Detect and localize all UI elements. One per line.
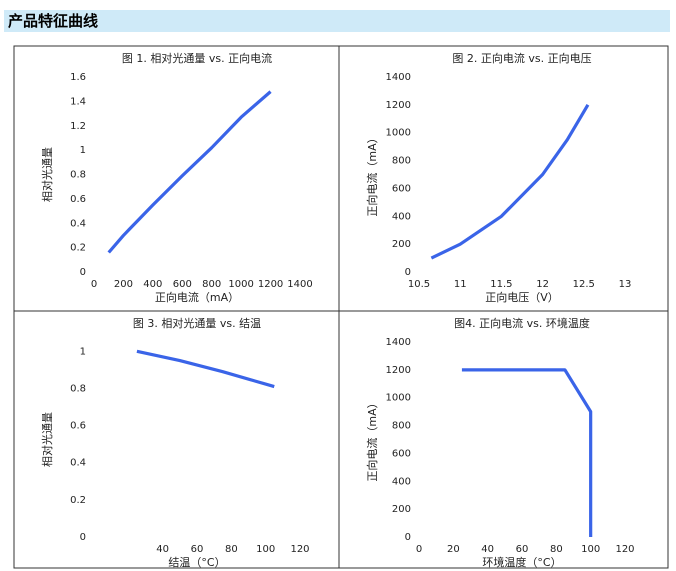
x-tick-label: 100 — [581, 544, 600, 555]
frame — [13, 45, 669, 569]
y-axis-label: 相对光通量 — [40, 147, 54, 202]
x-tick-label: 100 — [256, 544, 275, 555]
x-tick-label: 1000 — [228, 279, 253, 290]
x-axis-label: 正向电压（V） — [485, 290, 559, 304]
x-tick-label: 80 — [225, 544, 238, 555]
y-tick-label: 0 — [405, 532, 411, 543]
y-tick-label: 1200 — [386, 100, 411, 111]
x-tick-label: 12 — [536, 279, 549, 290]
x-tick-label: 200 — [114, 279, 133, 290]
x-tick-label: 11.5 — [490, 279, 512, 290]
x-tick-label: 600 — [173, 279, 192, 290]
x-tick-label: 80 — [550, 544, 563, 555]
y-tick-label: 1 — [80, 346, 86, 357]
x-tick-label: 40 — [481, 544, 494, 555]
y-tick-label: 0 — [80, 532, 86, 543]
x-tick-label: 60 — [191, 544, 204, 555]
y-tick-label: 200 — [392, 239, 411, 250]
y-tick-label: 0.2 — [70, 495, 86, 506]
x-tick-label: 120 — [290, 544, 309, 555]
x-tick-label: 120 — [615, 544, 634, 555]
y-tick-label: 1 — [80, 145, 86, 156]
y-tick-label: 1000 — [386, 128, 411, 139]
y-tick-label: 1400 — [386, 337, 411, 348]
x-tick-label: 10.5 — [408, 279, 430, 290]
y-tick-label: 1.2 — [70, 121, 86, 132]
y-tick-label: 0.8 — [70, 170, 86, 181]
x-tick-label: 0 — [416, 544, 422, 555]
y-tick-label: 800 — [392, 421, 411, 432]
chart-title: 图 3. 相对光通量 vs. 结温 — [133, 316, 261, 330]
y-tick-label: 0.4 — [70, 458, 86, 469]
y-tick-label: 0.4 — [70, 218, 86, 229]
y-tick-label: 200 — [392, 504, 411, 515]
y-tick-label: 1000 — [386, 393, 411, 404]
x-tick-label: 1200 — [258, 279, 283, 290]
y-tick-label: 600 — [392, 183, 411, 194]
y-axis-label: 正向电流（mA） — [365, 397, 379, 481]
y-tick-label: 0.6 — [70, 421, 86, 432]
data-line — [430, 104, 590, 260]
y-axis-label: 相对光通量 — [40, 412, 54, 467]
x-tick-label: 11 — [454, 279, 467, 290]
chart-title: 图4. 正向电流 vs. 环境温度 — [454, 316, 590, 330]
data-line — [107, 90, 272, 254]
data-line — [461, 368, 593, 537]
y-tick-label: 400 — [392, 476, 411, 487]
x-tick-label: 800 — [202, 279, 221, 290]
section-title: 产品特征曲线 — [4, 10, 670, 32]
y-tick-label: 800 — [392, 156, 411, 167]
y-tick-label: 0.8 — [70, 383, 86, 394]
x-tick-label: 12.5 — [573, 279, 595, 290]
y-axis-label: 正向电流（mA） — [365, 132, 379, 216]
y-tick-label: 0.6 — [70, 194, 86, 205]
y-tick-label: 1.6 — [70, 72, 86, 83]
x-tick-label: 13 — [619, 279, 632, 290]
y-tick-label: 600 — [392, 448, 411, 459]
y-tick-label: 0 — [405, 267, 411, 278]
y-tick-label: 0 — [80, 267, 86, 278]
x-tick-label: 400 — [143, 279, 162, 290]
x-axis-label: 正向电流（mA） — [155, 290, 239, 304]
chart-title: 图 1. 相对光通量 vs. 正向电流 — [122, 51, 272, 65]
y-tick-label: 0.2 — [70, 243, 86, 254]
x-tick-label: 20 — [447, 544, 460, 555]
x-tick-label: 1400 — [287, 279, 312, 290]
x-axis-label: 结温（°C） — [168, 556, 225, 569]
chart-title: 图 2. 正向电流 vs. 正向电压 — [452, 51, 591, 65]
y-tick-label: 1.4 — [70, 96, 86, 107]
x-tick-label: 0 — [91, 279, 97, 290]
x-tick-label: 60 — [516, 544, 529, 555]
x-tick-label: 40 — [156, 544, 169, 555]
y-tick-label: 1200 — [386, 365, 411, 376]
y-tick-label: 1400 — [386, 72, 411, 83]
y-tick-label: 400 — [392, 211, 411, 222]
data-line — [136, 349, 275, 389]
x-axis-label: 环境温度（°C） — [482, 555, 561, 569]
